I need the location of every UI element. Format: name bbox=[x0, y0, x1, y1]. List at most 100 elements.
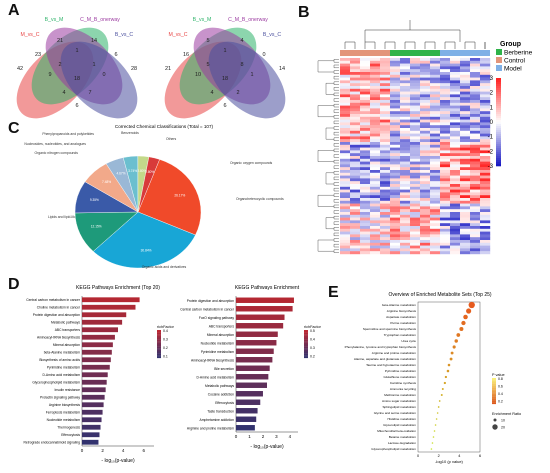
kegg-right-legend-gradient bbox=[304, 338, 308, 340]
heatmap-cell bbox=[430, 77, 441, 81]
heatmap-cell bbox=[450, 91, 461, 95]
heatmap-cell bbox=[340, 237, 351, 241]
kegg-right-bar bbox=[236, 416, 257, 422]
kegg-left-bar bbox=[82, 364, 110, 370]
heatmap-cell bbox=[360, 77, 371, 81]
heatmap-cell bbox=[410, 172, 421, 176]
heatmap-cell bbox=[410, 248, 421, 252]
heatmap-cell bbox=[420, 164, 431, 168]
heatmap-cell bbox=[350, 136, 361, 140]
colorbar-tick-label: -2 bbox=[488, 149, 494, 155]
kegg-right-legend-gradient bbox=[304, 348, 308, 350]
heatmap-cell bbox=[460, 237, 471, 241]
heatmap-cell bbox=[410, 97, 421, 101]
heatmap-cell bbox=[430, 91, 441, 95]
heatmap-cell bbox=[370, 63, 381, 67]
dotplot-category-label: Histidine metabolism bbox=[387, 417, 416, 421]
venn-left-region-count: 42 bbox=[17, 66, 23, 72]
kegg-left-category-label: Glycerophospholipid metabolism bbox=[32, 381, 80, 385]
heatmap-cell bbox=[390, 192, 401, 196]
heatmap-cell bbox=[360, 167, 371, 171]
kegg-left-category-label: Nucleotide metabolism bbox=[47, 418, 81, 422]
kegg-left-category-label: Protein digestion and absorption bbox=[33, 313, 80, 317]
heatmap-cell bbox=[370, 189, 381, 193]
heatmap-cell bbox=[340, 66, 351, 70]
heatmap-cell bbox=[340, 100, 351, 103]
heatmap-cell bbox=[430, 251, 441, 255]
heatmap-cell bbox=[420, 100, 431, 103]
heatmap-cell bbox=[450, 100, 461, 103]
heatmap-cell bbox=[400, 63, 411, 67]
kegg-left-bar bbox=[82, 402, 104, 408]
kegg-right-legend-gradient bbox=[304, 345, 308, 347]
heatmap-cell bbox=[350, 181, 361, 185]
kegg-left-bar bbox=[82, 297, 140, 303]
heatmap-cell bbox=[350, 128, 361, 131]
heatmap-cell bbox=[380, 125, 391, 129]
heatmap-cell bbox=[450, 139, 461, 143]
heatmap-cell bbox=[480, 91, 491, 95]
heatmap-cell bbox=[480, 133, 491, 137]
heatmap-cell bbox=[420, 105, 431, 109]
heatmap-cell bbox=[420, 214, 431, 218]
heatmap-cell bbox=[440, 94, 451, 98]
heatmap-cell bbox=[400, 184, 411, 187]
venn-right-set-3 bbox=[208, 41, 286, 119]
heatmap-cell bbox=[370, 150, 381, 154]
dotplot-category-label: Ammonia recycling bbox=[390, 387, 416, 391]
heatmap-cell bbox=[470, 158, 481, 162]
heatmap-cell bbox=[480, 178, 491, 182]
heatmap-cell bbox=[460, 116, 471, 120]
dendrogram-branch bbox=[325, 127, 334, 140]
heatmap-cell bbox=[420, 108, 431, 112]
dendrogram-branch bbox=[317, 195, 334, 207]
heatmap-cell bbox=[430, 206, 441, 210]
heatmap-cell bbox=[450, 128, 461, 131]
colorbar-segment bbox=[496, 98, 501, 101]
heatmap-cell bbox=[380, 189, 391, 193]
venn-right-region-count: 4 bbox=[240, 38, 243, 44]
heatmap-cell bbox=[440, 83, 451, 87]
heatmap-cell bbox=[480, 217, 491, 221]
colorbar-segment bbox=[496, 86, 501, 89]
heatmap-cell bbox=[430, 116, 441, 120]
heatmap-cell bbox=[340, 144, 351, 148]
heatmap-cell bbox=[400, 226, 411, 229]
heatmap-cell bbox=[470, 195, 481, 199]
heatmap-cell bbox=[480, 228, 491, 232]
heatmap-cell bbox=[360, 80, 371, 84]
heatmap-cell bbox=[340, 83, 351, 87]
heatmap-cell bbox=[420, 150, 431, 154]
kegg-right-legend-gradient bbox=[304, 334, 308, 336]
heatmap-cell bbox=[430, 100, 441, 103]
heatmap-cell bbox=[480, 192, 491, 196]
dotplot-point bbox=[463, 314, 468, 320]
heatmap-cell bbox=[400, 97, 411, 101]
colorbar-segment bbox=[496, 82, 501, 85]
dotplot-point bbox=[454, 339, 458, 343]
heatmap-cell bbox=[400, 114, 411, 117]
heatmap-cell bbox=[360, 212, 371, 215]
heatmap-cell bbox=[370, 97, 381, 101]
heatmap-cell bbox=[450, 242, 461, 246]
heatmap-cell bbox=[460, 105, 471, 109]
heatmap-cell bbox=[440, 158, 451, 162]
heatmap-cell bbox=[340, 58, 351, 61]
heatmap-cell bbox=[430, 128, 441, 131]
heatmap-cell bbox=[370, 74, 381, 78]
heatmap-cell bbox=[410, 100, 421, 103]
heatmap-cell bbox=[440, 74, 451, 78]
heatmap-cell bbox=[340, 209, 351, 213]
heatmap-cell bbox=[350, 209, 361, 213]
heatmap-cell bbox=[360, 220, 371, 224]
heatmap-cell bbox=[380, 72, 391, 75]
heatmap-cell bbox=[440, 119, 451, 123]
heatmap-cell bbox=[470, 133, 481, 137]
pie-slice-percent: 9.35% bbox=[90, 198, 99, 202]
dotplot-point bbox=[436, 412, 439, 414]
heatmap-cell bbox=[340, 105, 351, 109]
kegg-right-bar bbox=[236, 382, 267, 388]
venn-right-region-count: 6 bbox=[223, 103, 226, 109]
kegg-left-legend-tick: 0.1 bbox=[163, 355, 168, 359]
heatmap-cell bbox=[440, 102, 451, 106]
